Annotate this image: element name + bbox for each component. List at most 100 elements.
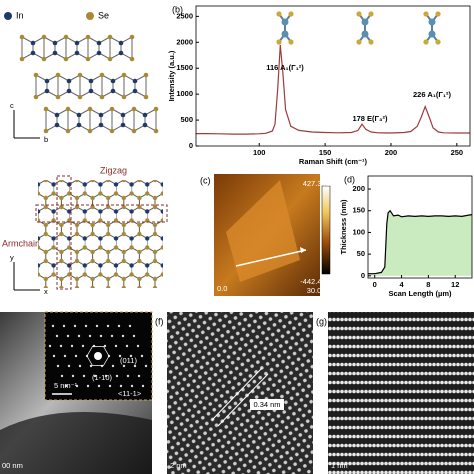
atom [118, 40, 124, 46]
spot [137, 374, 141, 378]
fringe [211, 367, 263, 421]
panel-label: (b) [172, 4, 183, 14]
legend-label: In [16, 10, 24, 20]
atom [63, 34, 69, 40]
atom [288, 39, 294, 45]
spot [126, 374, 130, 378]
inset-scale: 5 nm⁻¹ [54, 381, 78, 390]
atom [63, 56, 69, 62]
spot [64, 384, 68, 388]
x-tick-label: 250 [451, 148, 464, 157]
atom [87, 128, 93, 134]
x-tick-label: 100 [253, 148, 266, 157]
peak-label: 116 A₁(Γ₁²) [266, 63, 304, 72]
spot [144, 364, 148, 368]
spot [97, 384, 101, 388]
x-axis-label: Raman Shift (cm⁻¹) [299, 157, 368, 166]
panel-label: (f) [155, 316, 164, 326]
spot [66, 334, 70, 338]
spot [129, 354, 133, 358]
area [368, 210, 472, 276]
atom [435, 11, 441, 17]
atom [44, 78, 50, 84]
atom [65, 128, 71, 134]
atom [110, 88, 116, 94]
spot [99, 334, 103, 338]
y-tick-label: 50 [357, 249, 365, 258]
spot [63, 354, 67, 358]
x-start: 0.0 [217, 284, 227, 293]
plot-frame [367, 175, 473, 279]
line [368, 209, 473, 275]
atom [85, 34, 91, 40]
atom [129, 56, 135, 62]
scale-max: 427.3 nm [303, 179, 334, 188]
atom [77, 94, 83, 100]
spot-label: (1-10) [92, 373, 113, 382]
atom [121, 94, 127, 100]
panel-f: (f) 0.34 nm 2 nm [155, 312, 313, 474]
scale-min: -442.4 nm [300, 277, 334, 286]
spot [88, 334, 92, 338]
spot [119, 384, 123, 388]
spot [130, 384, 134, 388]
y-tick-label: 100 [352, 227, 365, 236]
y-tick-label: 500 [180, 115, 193, 124]
x-tick-label: 4 [399, 280, 404, 289]
atom [98, 122, 104, 128]
atom [54, 122, 60, 128]
spot [74, 354, 78, 358]
atom [428, 18, 436, 26]
atom [44, 88, 50, 94]
axis-label: x [44, 287, 48, 296]
plot-frame [195, 5, 471, 147]
atom [96, 40, 102, 46]
spot [81, 344, 85, 348]
atom [33, 94, 39, 100]
atom [109, 128, 115, 134]
atom [107, 34, 113, 40]
hrtem-image [167, 312, 313, 474]
atom [87, 106, 93, 112]
zigzag-box [56, 175, 72, 290]
atom [88, 88, 94, 94]
spot [121, 334, 125, 338]
atom [96, 50, 102, 56]
spot [95, 324, 99, 328]
atom [65, 106, 71, 112]
atom [356, 39, 362, 45]
atom [276, 11, 282, 17]
scale-text: 2 nm [170, 461, 187, 470]
atom [55, 94, 61, 100]
spot [136, 344, 140, 348]
atom [423, 11, 429, 17]
spot [55, 334, 59, 338]
spot [48, 344, 52, 348]
atom [132, 88, 138, 94]
atom [121, 72, 127, 78]
legend-dot [86, 12, 94, 20]
spot [62, 324, 66, 328]
atom [361, 30, 369, 38]
atom [55, 72, 61, 78]
atom [99, 94, 105, 100]
armchair-label: Armchair [2, 238, 38, 248]
panel-label: (c) [200, 175, 211, 185]
y-tick-label: 200 [352, 184, 365, 193]
x-tick-label: 150 [319, 148, 332, 157]
hexagon [86, 346, 110, 366]
axis-arrows [13, 110, 40, 139]
spot [93, 374, 97, 378]
spot [89, 364, 93, 368]
atom [143, 94, 149, 100]
panel-e: (011) (1-10) 5 nm⁻¹ <11-1> 00 nm [0, 311, 153, 474]
spot [128, 324, 132, 328]
fringe [217, 373, 269, 427]
atom [43, 106, 49, 112]
y-tick-label: 0 [361, 271, 365, 280]
zigzag-label: Zigzag [100, 165, 127, 175]
spot [84, 324, 88, 328]
atom [88, 78, 94, 84]
spot [77, 334, 81, 338]
spot [106, 324, 110, 328]
